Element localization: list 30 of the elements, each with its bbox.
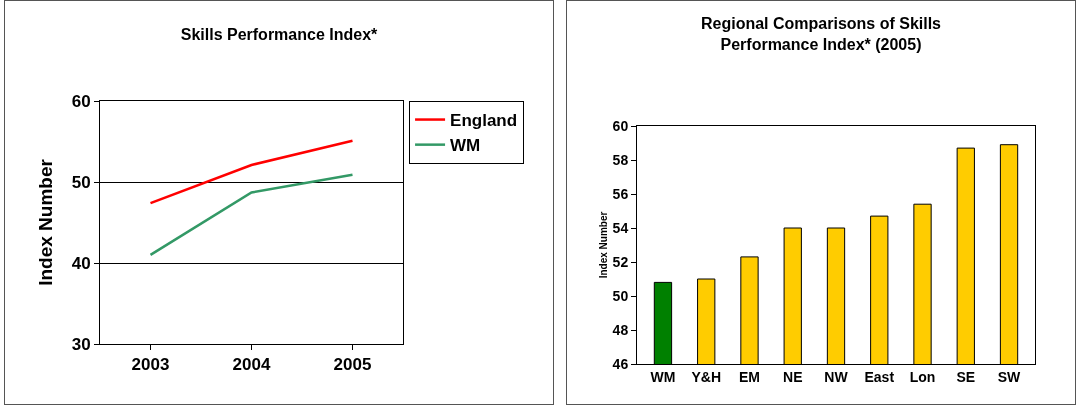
x-tick-label: SE [956,368,976,385]
x-tick-label: East [864,368,895,385]
x-tick-label: SW [997,368,1022,385]
y-tick-label: 40 [71,253,91,273]
x-tick-label: EM [738,368,760,385]
y-axis-title: Index Number [598,211,609,279]
y-axis-title: Index Number [35,158,56,286]
x-tick-label: Y&H [691,368,721,385]
x-tick-label: Lon [909,368,936,385]
chart-title: Skills Performance Index* [180,26,379,44]
y-tick-label: 50 [71,172,91,192]
legend-label: England [450,111,518,131]
legend-label: WM [450,136,481,156]
y-tick-label: 56 [612,185,629,202]
x-tick-label: 2004 [232,355,271,375]
x-tick-label: NE [783,368,803,385]
y-tick-label: 30 [71,334,91,354]
chart-title: Regional Comparisons of Skills Performance Index* (2005) [700,15,942,54]
y-tick-label: 52 [612,253,629,270]
y-tick-label: 46 [612,355,629,372]
x-tick-label: WM [650,368,676,385]
y-tick-label: 50 [612,287,629,304]
y-tick-label: 48 [612,321,629,338]
x-tick-label: NW [824,368,849,385]
y-tick-label: 54 [612,219,629,236]
y-tick-label: 60 [612,117,629,134]
x-tick-label: 2003 [131,355,170,375]
y-tick-label: 60 [71,91,91,111]
x-tick-label: 2005 [333,355,372,375]
y-tick-label: 58 [612,151,629,168]
